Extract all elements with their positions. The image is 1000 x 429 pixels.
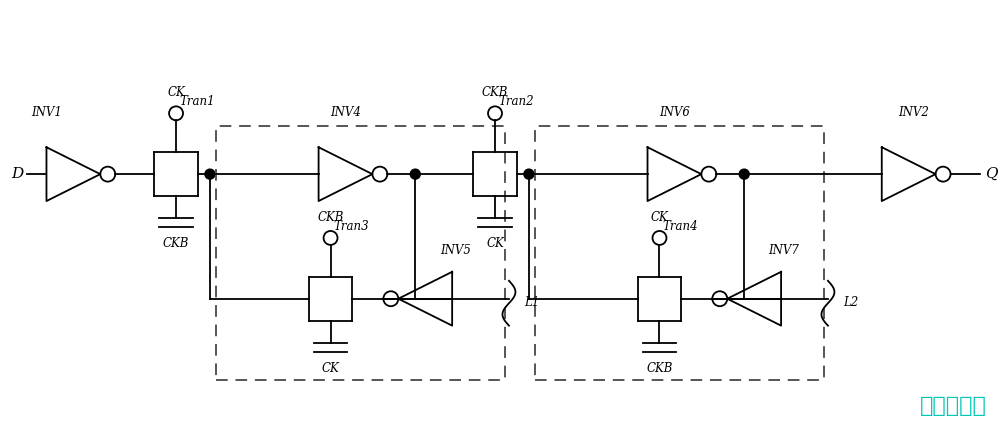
Text: CKB: CKB: [646, 362, 673, 375]
Circle shape: [205, 169, 215, 179]
Text: Tran1: Tran1: [179, 95, 215, 109]
Text: CKB: CKB: [163, 237, 189, 250]
Text: CK: CK: [651, 211, 668, 224]
Text: Tran3: Tran3: [334, 220, 369, 233]
Text: CKB: CKB: [317, 211, 344, 224]
Circle shape: [524, 169, 534, 179]
Text: CKB: CKB: [482, 86, 508, 100]
Text: Q: Q: [985, 167, 998, 181]
Circle shape: [739, 169, 749, 179]
Text: Tran4: Tran4: [662, 220, 698, 233]
Circle shape: [410, 169, 420, 179]
Text: L2: L2: [843, 296, 858, 309]
Bar: [535, 126, 824, 381]
Text: D: D: [12, 167, 24, 181]
Text: CK: CK: [322, 362, 339, 375]
Text: 自动秒链接: 自动秒链接: [920, 396, 986, 417]
Text: INV1: INV1: [31, 106, 62, 119]
Text: INV5: INV5: [440, 244, 471, 257]
Text: INV2: INV2: [898, 106, 929, 119]
Text: INV7: INV7: [769, 244, 800, 257]
Text: CK: CK: [167, 86, 185, 100]
Bar: [216, 126, 505, 381]
Text: CK: CK: [486, 237, 504, 250]
Text: L1: L1: [524, 296, 539, 309]
Text: Tran2: Tran2: [498, 95, 534, 109]
Text: INV4: INV4: [330, 106, 361, 119]
Text: INV6: INV6: [659, 106, 690, 119]
